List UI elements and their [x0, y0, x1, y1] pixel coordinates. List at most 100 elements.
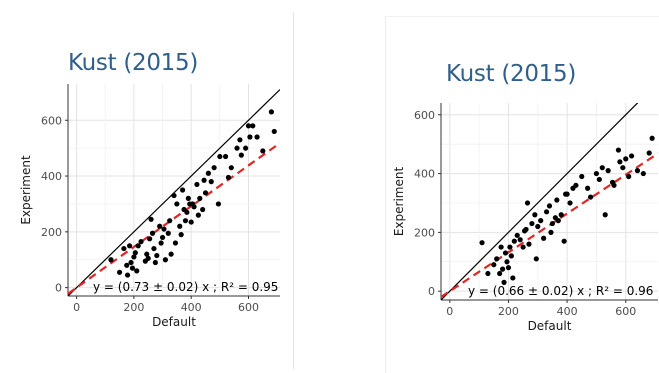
data-point-right [634, 168, 641, 174]
x-tick-label-right: 200 [498, 305, 519, 318]
data-point-left [135, 243, 141, 249]
data-point-left [217, 153, 223, 160]
data-point-right [541, 235, 547, 241]
data-point-left [237, 137, 243, 143]
data-point-left [162, 257, 169, 263]
chart-title-right: Kust (2015) [446, 61, 577, 87]
data-point-right [564, 191, 570, 197]
data-point-left [124, 262, 130, 268]
data-point-left [138, 239, 144, 245]
data-point-left [254, 134, 260, 140]
data-point-right [554, 197, 560, 203]
data-point-left [222, 153, 229, 160]
fit-line-right [441, 152, 658, 298]
data-point-right [593, 170, 600, 177]
data-point-left [184, 209, 190, 215]
data-point-left [194, 181, 200, 188]
data-point-right [501, 279, 507, 285]
data-point-right [611, 182, 617, 188]
data-point-left [215, 201, 222, 207]
data-point-right [538, 218, 544, 224]
data-point-left [126, 243, 133, 249]
data-point-right [626, 173, 632, 180]
data-point-right [529, 220, 535, 227]
scatter-plot-right: 0 200 400 600 0 200 400 600 Default Experiment y =… [392, 103, 658, 333]
data-point-left [185, 195, 191, 201]
x-tick-label-right: 600 [615, 305, 636, 318]
data-point-left [128, 259, 134, 266]
data-point-left [182, 218, 189, 224]
data-point-left [151, 245, 157, 252]
data-point-right [649, 135, 655, 141]
data-point-left [208, 179, 214, 185]
data-point-left [129, 265, 136, 271]
data-point-right [617, 159, 623, 165]
data-point-right [524, 200, 531, 206]
chart-panel-left: Kust (2015) 0 200 400 600 0 200 400 600 Default E… [3, 12, 294, 369]
data-point-right [623, 156, 629, 162]
data-point-left [191, 204, 197, 210]
y-tick-label-left: 400 [41, 170, 62, 183]
data-point-right [504, 259, 510, 265]
data-point-left [131, 254, 137, 260]
data-point-right [499, 266, 506, 272]
regression-annotation-left: y = (0.73 ± 0.02) x ; R² = 0.95 [93, 280, 278, 294]
data-point-left [167, 218, 173, 224]
data-point-left [211, 165, 217, 171]
data-point-left [201, 177, 207, 183]
data-point-left [228, 165, 234, 171]
data-point-right [605, 168, 611, 174]
data-point-left [168, 251, 174, 257]
y-tick-label-left: 0 [55, 282, 62, 295]
data-point-right [585, 185, 591, 191]
data-point-right [646, 150, 652, 156]
data-point-right [532, 212, 538, 218]
data-point-right [543, 209, 550, 215]
data-point-left [148, 216, 154, 222]
data-point-right [573, 182, 579, 188]
data-point-right [508, 253, 514, 259]
y-tick-label-right: 0 [428, 285, 435, 298]
x-tick-label-right: 0 [446, 305, 453, 318]
data-point-left [245, 123, 252, 129]
data-point-left [260, 148, 266, 154]
regression-annotation-right: y = (0.66 ± 0.02) x ; R² = 0.96 [468, 284, 653, 298]
data-point-right [561, 238, 567, 244]
data-point-right [555, 218, 561, 224]
data-point-right [615, 147, 622, 153]
data-point-right [511, 238, 517, 244]
data-point-left [172, 240, 179, 246]
data-point-left [234, 145, 240, 151]
y-tick-label-right: 400 [414, 168, 435, 181]
data-point-right [599, 165, 605, 171]
data-point-right [533, 256, 539, 262]
data-point-right [535, 223, 541, 230]
data-point-left [154, 252, 160, 259]
data-point-right [558, 212, 564, 218]
y-tick-label-right: 600 [414, 109, 435, 122]
data-point-left [149, 230, 156, 236]
x-tick-label-left: 0 [73, 301, 80, 314]
data-point-right [587, 194, 594, 200]
data-point-left [247, 134, 253, 140]
data-point-left [177, 223, 183, 229]
data-point-right [479, 240, 485, 246]
data-point-left [116, 269, 123, 275]
data-point-left [178, 232, 184, 238]
data-point-right [498, 244, 504, 250]
scatter-plot-left: 0 200 400 600 0 200 400 600 Default Experiment y =… [19, 84, 280, 329]
data-point-right [546, 203, 553, 209]
data-point-right [523, 226, 529, 233]
data-point-right [507, 244, 513, 250]
data-point-left [158, 240, 164, 246]
data-point-right [602, 212, 608, 218]
y-tick-label-left: 200 [41, 226, 62, 239]
data-point-right [579, 173, 585, 180]
chart-title-left: Kust (2015) [68, 50, 199, 76]
data-point-left [147, 236, 153, 242]
data-point-left [205, 170, 211, 176]
data-point-left [250, 123, 256, 129]
fit-line-left [68, 142, 280, 295]
data-point-left [157, 223, 163, 229]
data-point-left [144, 251, 150, 257]
